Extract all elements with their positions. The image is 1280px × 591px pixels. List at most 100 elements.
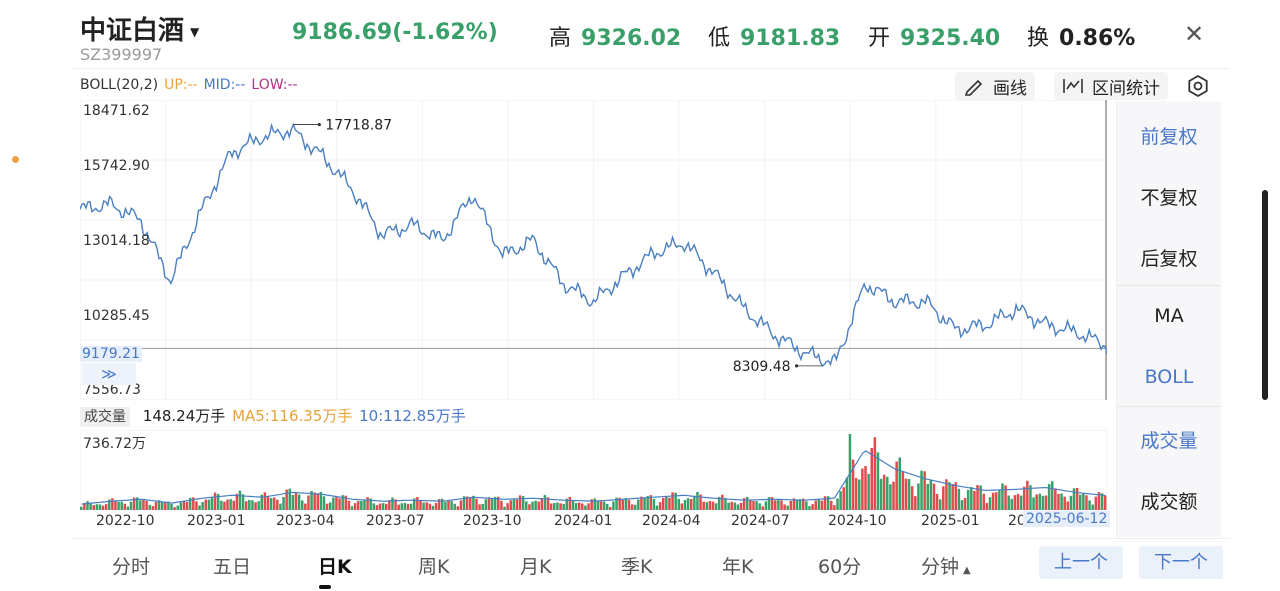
index-title-dropdown[interactable]: 中证白酒 ▼ [80,10,199,47]
tab-quarterly-k[interactable]: 季K [621,556,653,578]
price-chart[interactable]: 17718.87 8309.48 [80,100,1107,400]
no-adjust-option[interactable]: 不复权 [1140,187,1198,209]
x-axis-label: 2023-04 [276,513,335,529]
volume-bar [89,502,92,510]
volume-ma10: 10:112.85万手 [359,407,466,425]
volume-bar [86,501,89,510]
tab-intraday[interactable]: 分时 [112,556,151,578]
volume-bar [213,492,217,510]
volume-bar [826,496,830,510]
low-value: 9181.83 [740,26,841,51]
volume-bar [658,502,662,510]
ma-option[interactable]: MA [1154,305,1184,327]
volume-bar [176,505,179,510]
volume-bar [391,497,394,510]
close-icon[interactable]: ✕ [1184,20,1205,48]
volume-bar [571,499,575,510]
volume-bar [216,493,220,510]
divider [72,538,1230,539]
volume-bar [605,503,609,510]
tab-weekly-k[interactable]: 周K [418,556,450,578]
scrollbar[interactable] [1262,190,1268,400]
volume-bar [341,495,344,510]
index-code: SZ399997 [80,45,163,64]
volume-bar [1066,501,1070,510]
x-axis-label: 2023-10 [463,513,522,529]
volume-bar [232,500,235,510]
volume-bar [904,478,908,510]
tab-monthly-k[interactable]: 月K [520,556,552,578]
volume-bar [758,503,761,510]
settings-gear-icon[interactable] [1186,74,1210,102]
volume-bar [879,478,883,510]
volume-bar [882,474,886,510]
expand-chevron-icon[interactable]: ≫ [82,363,136,385]
volume-bar [798,499,802,510]
volume-option[interactable]: 成交量 [1140,430,1198,452]
volume-bar [677,498,681,510]
tab-60min[interactable]: 60分 [818,556,862,578]
volume-bar [378,503,382,510]
volume-bar [755,501,758,510]
volume-bar [220,500,223,510]
volume-bar [509,500,512,510]
draw-line-button[interactable]: 画线 [955,72,1035,100]
boll-option[interactable]: BOLL [1144,366,1194,388]
backward-adjust-option[interactable]: 后复权 [1140,248,1198,270]
volume-chart[interactable] [80,430,1107,510]
price-axis-label: 10285.45 [83,308,150,324]
crosshair-date: 2025-06-12 [1023,511,1111,527]
volume-bar [998,490,1001,510]
tab-yearly-k[interactable]: 年K [722,556,754,578]
volume-bar [403,502,407,510]
volume-bar [300,500,304,510]
volume-bar [609,506,612,510]
volume-bar [210,497,214,510]
forward-adjust-option[interactable]: 前复权 [1140,126,1198,148]
current-price-tag: 9179.21 [80,346,142,362]
next-button[interactable]: 下一个 [1139,546,1223,579]
volume-bar [304,503,307,510]
prev-button[interactable]: 上一个 [1039,546,1123,579]
tab-daily-k[interactable]: 日K [318,556,352,578]
tab-minute-dropdown[interactable]: 分钟 ▲ [921,552,971,579]
low-stat: 低 9181.83 [708,20,840,52]
volume-bar [546,497,550,510]
tab-five-day[interactable]: 五日 [213,556,252,578]
volume-bar [425,502,428,510]
turnover-value: 0.86% [1059,26,1136,51]
boll-up: UP:-- [164,77,198,93]
volume-bar [820,500,824,510]
volume-bar [646,496,649,510]
volume-bar [413,498,416,510]
volume-bar [481,504,484,510]
active-tab-indicator [319,585,331,589]
volume-bar [192,497,195,510]
min-annotation: 8309.48 [733,359,823,375]
volume-bar [307,495,310,510]
volume-bar [263,492,267,510]
volume-bar [338,498,341,510]
volume-bar [907,479,911,510]
open-value: 9325.40 [900,26,1001,51]
volume-bar [534,500,537,510]
volume-bar [1026,480,1029,510]
volume-bar [973,490,976,510]
volume-bar [104,504,108,510]
volume-bar [1085,495,1088,510]
turnover-amount-option[interactable]: 成交额 [1140,491,1198,513]
price-grid [80,100,1107,400]
index-title: 中证白酒 [80,16,185,46]
volume-bar [873,437,877,510]
volume-bar [858,479,861,510]
draw-line-label: 画线 [993,78,1027,99]
volume-bar [92,505,95,510]
volume-bar [540,498,544,510]
volume-bar [742,498,746,510]
volume-bar [195,501,198,510]
divider [1117,285,1221,286]
volume-bar [515,499,519,510]
volume-bar [596,501,600,510]
boll-low: LOW:-- [251,77,298,93]
range-stats-button[interactable]: 区间统计 [1054,72,1168,100]
